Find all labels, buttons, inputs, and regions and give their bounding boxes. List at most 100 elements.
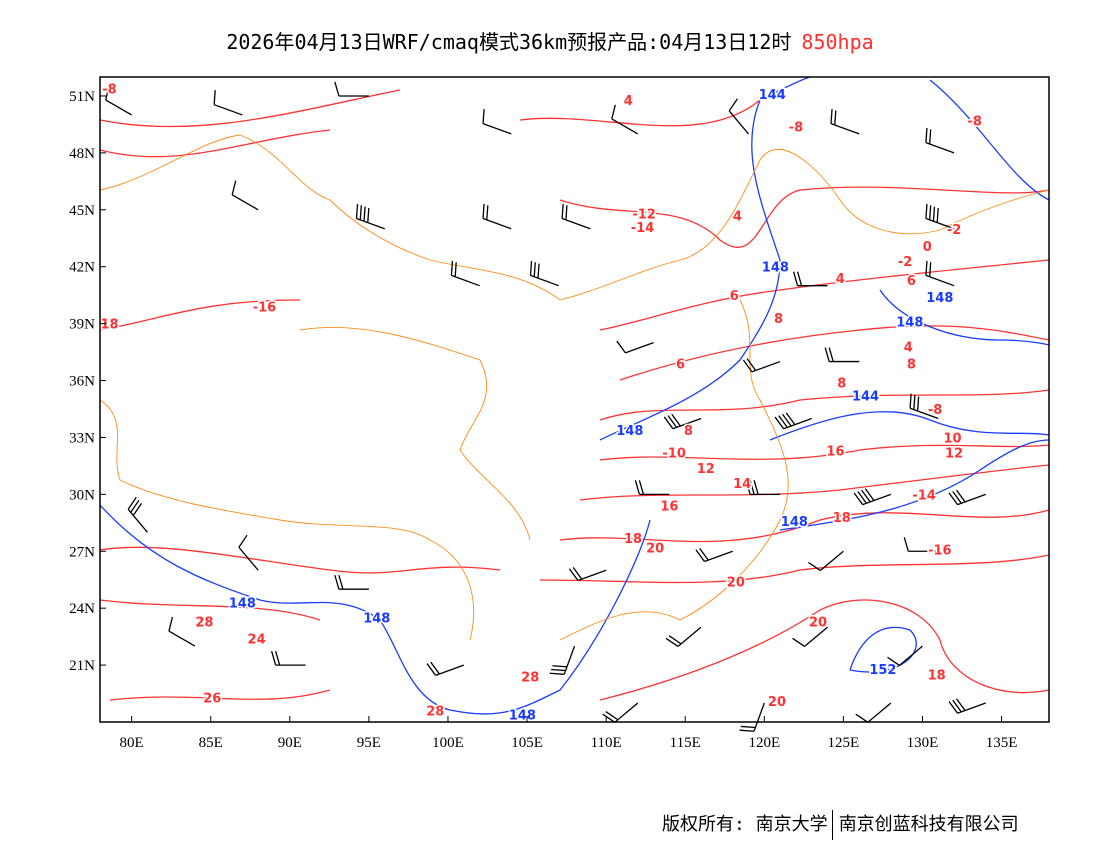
wind-barb-staff — [127, 508, 148, 533]
temperature-contour-label: 20 — [727, 576, 745, 591]
wind-barb-staff — [830, 123, 860, 135]
wind-barb-staff — [482, 123, 512, 135]
wind-barb-feather — [667, 415, 678, 428]
wind-barb — [561, 203, 591, 230]
lon-tick-label: 100E — [432, 735, 464, 751]
pressure-level: 850hpa — [801, 30, 874, 54]
wind-barb-staff — [925, 142, 955, 154]
wind-barb — [634, 480, 670, 496]
wind-barb-feather — [857, 491, 867, 504]
wind-barb-feather — [778, 415, 788, 428]
wind-barb — [855, 702, 892, 723]
wind-barb — [728, 98, 749, 135]
height-contour-label: 144 — [759, 88, 786, 103]
temperature-contour-label: 14 — [733, 477, 751, 492]
wind-barb-feather — [925, 260, 928, 276]
temperature-contour-label: -2 — [898, 255, 912, 270]
wind-barb-feather — [616, 340, 626, 354]
wind-barb-feather — [533, 262, 536, 277]
wind-barb-feather — [274, 650, 281, 666]
temperature-contour-label: 10 — [943, 431, 961, 446]
wind-barb-staff — [577, 569, 607, 582]
copyright-footer: 版权所有: 南京大学 南京创蓝科技有限公司 — [662, 810, 1019, 840]
wind-barb-staff — [563, 645, 576, 675]
wind-barb-feather — [753, 480, 759, 495]
wind-barb-feather — [671, 413, 681, 427]
temperature-contour-label: -16 — [928, 543, 952, 558]
wind-barb — [925, 128, 955, 154]
wind-barb-staff — [238, 546, 259, 571]
wind-barb-staff — [231, 194, 259, 211]
temperature-contour-label: 6 — [676, 357, 685, 372]
wind-barb-feather — [454, 262, 457, 277]
wind-barb — [807, 550, 844, 572]
wind-barb-feather — [774, 416, 785, 430]
height-contour-label: 148 — [781, 515, 808, 530]
wind-barb — [903, 537, 939, 552]
wind-barb-feather — [367, 208, 370, 223]
temperature-contour-label: -14 — [912, 488, 936, 503]
wind-barb — [925, 260, 955, 287]
wind-barb-feather — [132, 503, 143, 516]
wind-barb-feather — [742, 359, 753, 373]
wind-barb — [127, 496, 148, 533]
lat-tick-label: 51N — [69, 89, 95, 105]
wind-barb — [602, 702, 639, 723]
wind-barb-feather — [853, 492, 864, 505]
wind-barb-feather — [913, 395, 916, 410]
lon-tick-label: 120E — [748, 735, 780, 751]
wind-barb — [616, 340, 654, 354]
wind-barb-feather — [909, 393, 912, 409]
temperature-contour-label: 18 — [100, 318, 118, 333]
wind-barb-feather — [746, 358, 757, 371]
wind-barb — [830, 109, 860, 135]
wind-barb-feather — [916, 396, 920, 411]
temperature-contour-label: 6 — [730, 289, 739, 304]
footer-separator — [831, 810, 833, 840]
map-axes: 80E 85E 90E 95E 100E 105E 110E 115E 120E 125E 130E… — [69, 89, 1017, 751]
wind-barb-feather — [925, 128, 928, 143]
wind-barb-feather — [482, 109, 485, 124]
temperature-contour-label: 4 — [733, 209, 742, 224]
temperature-contour-label: -12 — [632, 208, 656, 223]
height-contour-label: 148 — [363, 612, 390, 627]
height-contour-label: 148 — [229, 596, 256, 611]
wind-barb-feather — [638, 480, 645, 495]
copyright-text: 版权所有: 南京大学 — [662, 814, 828, 835]
wind-barb-feather — [359, 205, 362, 220]
wind-barb-feather — [824, 347, 830, 362]
temperature-contour-label: 20 — [646, 541, 664, 556]
wind-barb — [909, 393, 939, 420]
wind-barb — [568, 566, 607, 582]
temperature-contour-label: 4 — [836, 272, 845, 287]
wind-barb — [792, 626, 828, 647]
wind-barb-feather — [695, 549, 706, 562]
title-main: 2026年04月13日WRF/cmaq模式36km预报产品:04月13日12时 — [226, 30, 792, 54]
height-contours — [99, 76, 1050, 715]
temperature-contour-label: -2 — [947, 223, 961, 238]
wind-barb-feather — [529, 260, 533, 276]
temperature-contour-label: 8 — [684, 424, 693, 439]
temperature-contour-label: -8 — [967, 115, 981, 130]
wind-barb-feather — [270, 650, 277, 666]
wind-barb-feather — [929, 262, 932, 277]
wind-barb — [105, 85, 132, 116]
wind-barb-staff — [753, 702, 765, 732]
wind-barb-feather — [834, 110, 837, 126]
wind-barb-feather — [728, 98, 738, 112]
wind-barb-feather — [450, 260, 454, 276]
wind-barb-staff — [611, 118, 639, 135]
wind-barb — [426, 661, 465, 676]
wind-barb-feather — [952, 699, 962, 713]
temperature-contour-label: 28 — [426, 705, 444, 720]
height-contour-label: 148 — [896, 316, 923, 331]
wind-barb-feather — [552, 665, 568, 668]
wind-barb-feather — [903, 537, 909, 552]
wind-barb-feather — [739, 729, 755, 732]
lat-tick-label: 48N — [69, 146, 95, 162]
lat-tick-label: 36N — [69, 374, 95, 390]
wind-barb-staff — [957, 702, 986, 714]
wind-barb-staff — [957, 493, 986, 506]
wind-barb-staff — [105, 99, 132, 116]
